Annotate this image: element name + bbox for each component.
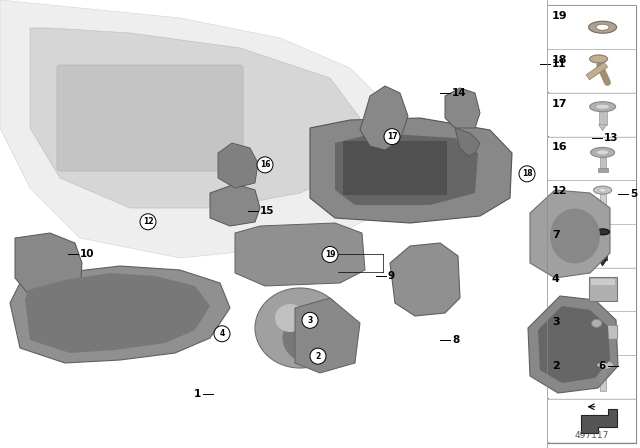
Polygon shape — [235, 223, 365, 286]
FancyBboxPatch shape — [600, 190, 605, 216]
Ellipse shape — [282, 313, 337, 363]
Circle shape — [310, 348, 326, 364]
Text: 4: 4 — [552, 274, 560, 284]
Ellipse shape — [589, 55, 607, 63]
FancyBboxPatch shape — [600, 365, 605, 391]
Ellipse shape — [591, 319, 602, 327]
Text: 3: 3 — [307, 316, 312, 325]
FancyBboxPatch shape — [548, 6, 636, 48]
Circle shape — [322, 246, 338, 263]
Circle shape — [140, 214, 156, 230]
Polygon shape — [360, 86, 408, 150]
FancyBboxPatch shape — [598, 107, 607, 125]
Polygon shape — [15, 233, 82, 300]
Text: 17: 17 — [552, 99, 567, 109]
FancyBboxPatch shape — [0, 0, 546, 448]
Ellipse shape — [598, 188, 607, 192]
Text: 17: 17 — [387, 132, 397, 141]
Text: 2: 2 — [552, 361, 559, 371]
Text: 18: 18 — [522, 169, 532, 178]
FancyBboxPatch shape — [548, 50, 636, 92]
Text: 1: 1 — [194, 389, 201, 399]
Polygon shape — [390, 243, 460, 316]
FancyBboxPatch shape — [600, 152, 605, 168]
FancyBboxPatch shape — [57, 65, 243, 171]
FancyBboxPatch shape — [548, 224, 636, 267]
FancyBboxPatch shape — [548, 5, 636, 443]
FancyBboxPatch shape — [548, 268, 636, 311]
Ellipse shape — [255, 288, 345, 368]
FancyBboxPatch shape — [591, 279, 614, 284]
Text: 13: 13 — [604, 133, 618, 143]
Text: 8: 8 — [452, 335, 460, 345]
Polygon shape — [530, 190, 610, 278]
Polygon shape — [0, 0, 400, 258]
Polygon shape — [335, 133, 478, 205]
Polygon shape — [445, 88, 480, 128]
FancyBboxPatch shape — [548, 356, 636, 398]
Ellipse shape — [550, 208, 600, 263]
Polygon shape — [295, 298, 360, 373]
Text: 10: 10 — [80, 250, 95, 259]
Text: 9: 9 — [388, 271, 395, 280]
Polygon shape — [218, 143, 258, 188]
Text: 16: 16 — [552, 142, 568, 152]
Ellipse shape — [275, 304, 305, 332]
Polygon shape — [455, 128, 480, 156]
Ellipse shape — [598, 363, 607, 367]
Ellipse shape — [591, 361, 614, 370]
Text: 4: 4 — [220, 329, 225, 338]
Ellipse shape — [589, 21, 616, 33]
Circle shape — [384, 129, 400, 145]
FancyBboxPatch shape — [598, 232, 607, 260]
Text: 2: 2 — [316, 352, 321, 361]
Text: 497117: 497117 — [575, 431, 609, 440]
Polygon shape — [580, 409, 616, 433]
Polygon shape — [310, 118, 512, 223]
FancyBboxPatch shape — [548, 93, 636, 136]
Text: 14: 14 — [452, 88, 467, 98]
Text: 12: 12 — [552, 186, 567, 196]
FancyBboxPatch shape — [548, 400, 636, 442]
Ellipse shape — [591, 147, 614, 157]
Text: 19: 19 — [552, 11, 568, 22]
FancyBboxPatch shape — [588, 325, 618, 339]
Polygon shape — [598, 260, 607, 266]
Text: 6: 6 — [599, 362, 606, 371]
Polygon shape — [25, 273, 210, 353]
FancyBboxPatch shape — [586, 62, 607, 80]
Polygon shape — [528, 296, 618, 393]
Polygon shape — [30, 28, 360, 208]
Text: 15: 15 — [260, 206, 275, 215]
Ellipse shape — [596, 150, 609, 155]
Text: 5: 5 — [630, 189, 637, 198]
Circle shape — [214, 326, 230, 342]
FancyBboxPatch shape — [548, 181, 636, 224]
Text: 11: 11 — [552, 59, 566, 69]
Ellipse shape — [589, 102, 616, 112]
Circle shape — [519, 166, 535, 182]
Circle shape — [257, 157, 273, 173]
Polygon shape — [598, 168, 607, 172]
FancyBboxPatch shape — [548, 312, 636, 355]
Polygon shape — [538, 306, 610, 383]
Polygon shape — [210, 184, 260, 226]
Text: 7: 7 — [552, 230, 559, 240]
Ellipse shape — [596, 104, 609, 109]
Circle shape — [302, 312, 318, 328]
FancyBboxPatch shape — [548, 137, 636, 180]
Text: 3: 3 — [552, 317, 559, 327]
Polygon shape — [10, 266, 230, 363]
Text: 16: 16 — [260, 160, 270, 169]
FancyBboxPatch shape — [589, 276, 616, 301]
Polygon shape — [598, 125, 607, 131]
Text: 19: 19 — [324, 250, 335, 259]
Ellipse shape — [596, 24, 609, 30]
Ellipse shape — [593, 186, 612, 194]
Text: 18: 18 — [552, 55, 567, 65]
Text: 12: 12 — [143, 217, 153, 226]
Ellipse shape — [596, 229, 609, 235]
FancyBboxPatch shape — [343, 141, 447, 195]
